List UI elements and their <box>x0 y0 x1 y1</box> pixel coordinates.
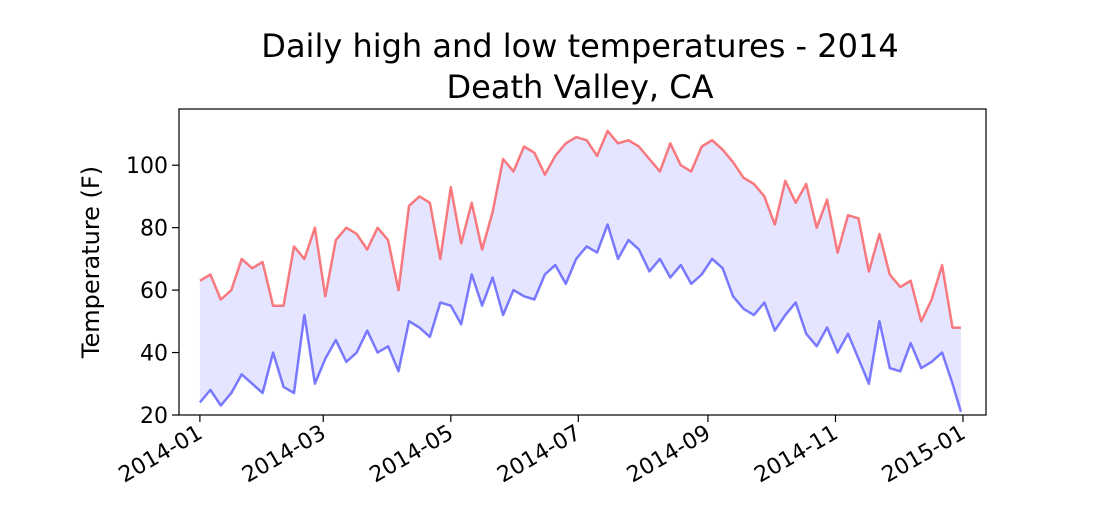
fill-between-area <box>199 130 961 412</box>
chart-title-line-1: Daily high and low temperatures - 2014 <box>261 27 898 65</box>
y-tick-label: 100 <box>126 154 168 179</box>
high-temperature-line <box>199 129 961 329</box>
chart-title-line-2: Death Valley, CA <box>447 68 714 106</box>
y-axis-label: Temperature (F) <box>77 166 105 359</box>
y-tick-label: 80 <box>140 217 168 242</box>
y-tick-label: 60 <box>140 279 168 304</box>
plot-area <box>198 129 963 413</box>
axes-frame <box>178 108 987 416</box>
y-tick-label: 40 <box>140 342 168 367</box>
y-tick-label: 20 <box>140 404 168 429</box>
y-axis-ticks: 20 40 60 80 100 <box>126 154 179 429</box>
low-temperature-line <box>198 223 963 413</box>
